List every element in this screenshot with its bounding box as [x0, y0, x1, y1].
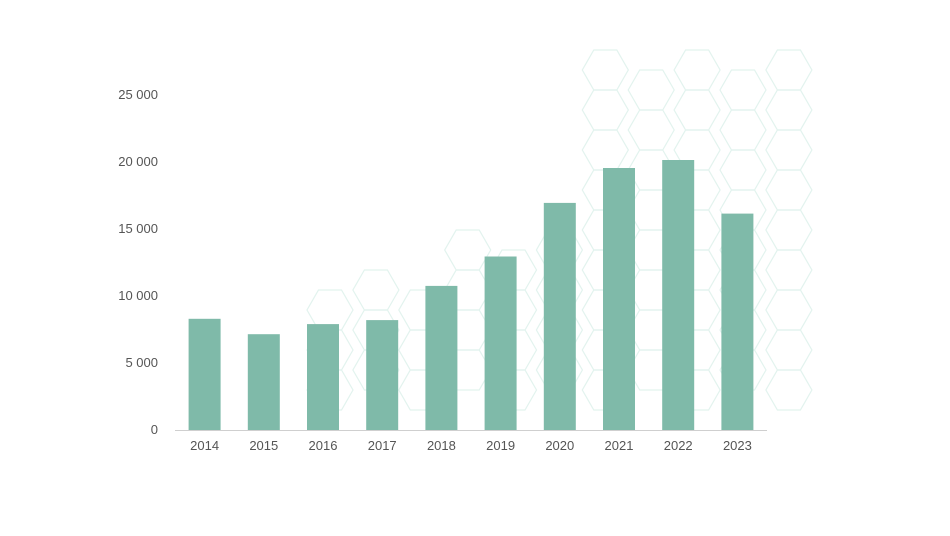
x-tick-label-2021: 2021: [605, 438, 634, 453]
hexagon-47: [719, 69, 767, 111]
x-tick-label-2017: 2017: [368, 438, 397, 453]
hexagon-60: [765, 249, 813, 291]
x-tick-label-2014: 2014: [190, 438, 219, 453]
hexagon-23: [581, 129, 629, 171]
hexagon-57: [765, 129, 813, 171]
hexagon-38: [673, 49, 721, 91]
hexagon-49: [719, 149, 767, 191]
hexagon-56: [765, 89, 813, 131]
hexagon-22: [581, 89, 629, 131]
x-tick-label-2015: 2015: [249, 438, 278, 453]
x-tick-label-2018: 2018: [427, 438, 456, 453]
x-tick-label-2020: 2020: [545, 438, 574, 453]
hexagon-3: [352, 269, 400, 311]
hexagon-21: [581, 49, 629, 91]
bar-2023: [721, 213, 754, 430]
bar-2018: [425, 285, 458, 430]
hexagon-48: [719, 109, 767, 151]
y-axis: 0 5 000 10 000 15 000 20 000 25 000: [118, 87, 158, 437]
x-tick-label-2016: 2016: [309, 438, 338, 453]
hexagon-54: [719, 349, 767, 391]
hexagon-61: [765, 289, 813, 331]
hexagon-9: [444, 229, 492, 271]
hexagon-39: [673, 89, 721, 131]
bars: [188, 160, 754, 430]
y-tick-label-15000: 15 000: [118, 221, 158, 236]
hexagon-31: [627, 109, 675, 151]
bar-2016: [307, 324, 339, 430]
hexagon-0: [306, 289, 354, 331]
y-tick-label-20000: 20 000: [118, 154, 158, 169]
y-tick-label-25000: 25 000: [118, 87, 158, 102]
y-tick-label-5000: 5 000: [125, 355, 158, 370]
bar-2019: [484, 256, 517, 430]
x-tick-label-2023: 2023: [723, 438, 752, 453]
x-axis: 2014 2015 2016 2017 2018 2019 2020 2021 2022 2023: [175, 430, 767, 453]
x-tick-label-2019: 2019: [486, 438, 515, 453]
hexagon-30: [627, 69, 675, 111]
bar-2014: [188, 318, 221, 430]
bar-2022: [662, 160, 695, 430]
bar-2021: [603, 168, 635, 430]
hexagon-63: [765, 369, 813, 411]
hexagon-62: [765, 329, 813, 371]
y-tick-label-10000: 10 000: [118, 288, 158, 303]
x-tick-label-2022: 2022: [664, 438, 693, 453]
bar-2020: [543, 202, 576, 430]
hexagon-59: [765, 209, 813, 251]
bar-2015: [247, 334, 280, 430]
hexagon-55: [765, 49, 813, 91]
bar-2017: [366, 320, 399, 430]
y-tick-label-0: 0: [151, 422, 158, 437]
hexagon-58: [765, 169, 813, 211]
